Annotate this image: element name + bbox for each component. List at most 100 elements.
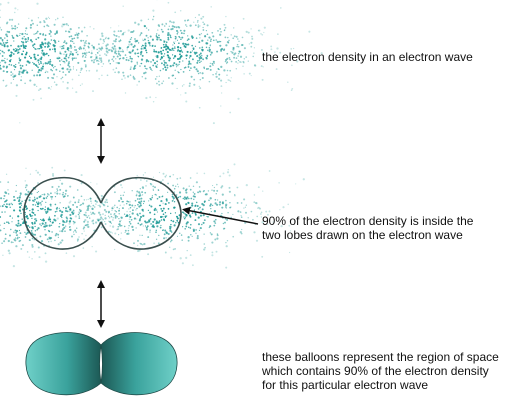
density-dot	[213, 122, 215, 124]
density-dot	[47, 71, 48, 72]
density-dot	[126, 49, 128, 51]
density-dot	[128, 44, 130, 46]
density-dot	[287, 204, 288, 205]
density-dot	[182, 226, 183, 227]
density-dot	[58, 243, 60, 245]
density-dot	[195, 68, 197, 70]
density-dot	[25, 180, 27, 182]
density-dot	[181, 32, 183, 34]
density-dot	[60, 241, 62, 243]
density-dot	[28, 18, 29, 19]
density-dot	[32, 70, 33, 71]
density-dot	[134, 218, 136, 220]
density-dot	[185, 192, 187, 194]
density-dot	[37, 25, 38, 26]
density-dot	[11, 52, 13, 54]
density-dot	[142, 76, 143, 77]
density-dot	[6, 203, 8, 205]
density-dot	[134, 52, 136, 54]
density-dot	[270, 45, 272, 47]
density-dot	[38, 17, 39, 18]
density-dot	[143, 243, 145, 245]
density-dot	[103, 41, 105, 43]
density-dot	[52, 49, 53, 50]
density-dot	[7, 189, 8, 190]
density-dot	[168, 56, 169, 57]
density-dot	[74, 230, 76, 232]
density-dot	[120, 205, 122, 207]
caption-balloons: these balloons represent the region of s…	[262, 350, 499, 392]
density-dot	[78, 33, 79, 34]
density-dot	[146, 59, 148, 61]
density-dot	[8, 193, 10, 195]
density-dot	[177, 236, 178, 237]
density-dot	[128, 227, 129, 228]
density-dot	[18, 23, 19, 24]
density-dot	[115, 58, 117, 60]
density-dot	[140, 34, 141, 35]
caption-line: these balloons represent the region of s…	[262, 350, 499, 364]
density-dot	[154, 62, 156, 64]
density-dot	[130, 74, 132, 76]
density-dot	[58, 237, 59, 238]
density-dot	[73, 255, 75, 257]
density-dot	[110, 222, 112, 224]
density-dot	[239, 61, 241, 63]
density-dot	[66, 210, 67, 211]
density-dot	[108, 216, 109, 217]
density-dot	[162, 216, 163, 217]
density-dot	[115, 38, 117, 40]
density-dot	[75, 91, 77, 93]
density-dot	[141, 223, 143, 225]
density-dot	[149, 96, 151, 98]
right-balloon	[101, 333, 177, 395]
density-dot	[68, 50, 69, 51]
density-dot	[167, 183, 169, 185]
density-dot	[142, 235, 143, 236]
density-dot	[54, 24, 56, 26]
density-dot	[33, 212, 34, 213]
density-dot	[69, 214, 71, 216]
density-dot	[219, 201, 221, 203]
density-dot	[190, 63, 191, 64]
density-dot	[122, 207, 124, 209]
density-dot	[45, 222, 47, 224]
density-dot	[90, 182, 91, 183]
density-dot	[224, 24, 226, 26]
density-dot	[61, 183, 63, 185]
density-dot	[145, 97, 147, 99]
density-dot	[225, 206, 226, 207]
density-dot	[113, 40, 114, 41]
density-dot	[50, 209, 52, 211]
density-dot	[190, 177, 192, 179]
density-dot	[10, 61, 12, 63]
density-dot	[11, 64, 13, 66]
density-dot	[20, 79, 22, 81]
density-dot	[213, 190, 215, 192]
density-dot	[66, 220, 68, 222]
density-dot	[193, 230, 195, 232]
density-dot	[31, 218, 32, 219]
density-dot	[153, 242, 155, 244]
density-dot	[220, 105, 221, 106]
density-dot	[35, 204, 36, 205]
density-dot	[245, 56, 247, 58]
density-dot	[49, 224, 51, 226]
density-dot	[216, 51, 218, 53]
density-dot	[84, 199, 85, 200]
density-dot	[135, 40, 137, 42]
density-dot	[188, 62, 190, 64]
density-dot	[261, 34, 263, 36]
density-dot	[173, 57, 174, 58]
density-dot	[44, 209, 45, 210]
density-dot	[160, 200, 162, 202]
density-dot	[147, 253, 149, 255]
density-dot	[13, 49, 15, 51]
density-dot	[222, 194, 224, 196]
density-dot	[69, 66, 71, 68]
density-dot	[142, 188, 143, 189]
density-dot	[174, 46, 175, 47]
density-dot	[93, 61, 95, 63]
density-dot	[39, 174, 41, 176]
density-dot	[123, 75, 125, 77]
